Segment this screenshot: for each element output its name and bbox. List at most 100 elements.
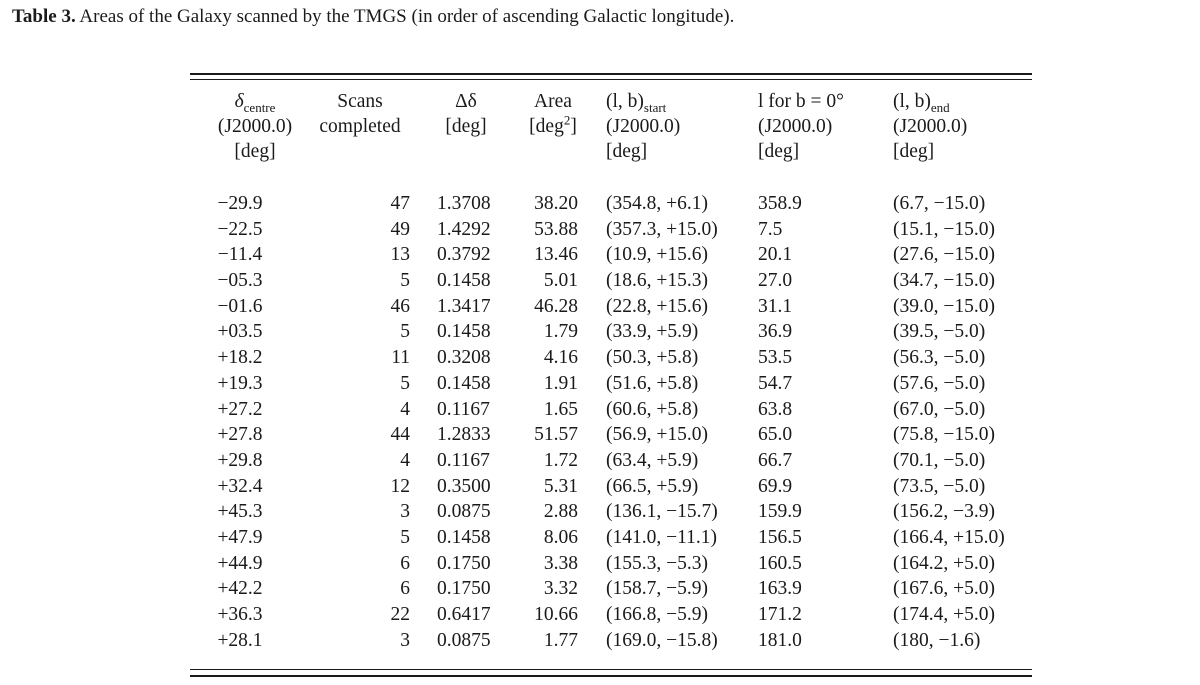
cell-delta-delta: 0.1458	[437, 270, 491, 292]
cell-area: 1.79	[543, 321, 578, 343]
cell-scans: 5	[400, 270, 410, 292]
table-bottom-rule-thin	[190, 669, 1032, 670]
table-row: −29.9 47 1.3708 38.20 (354.8, +6.1) 358.9 (6.7…	[0, 191, 1200, 217]
cell-lb-start: (158.7, −5.9)	[606, 578, 708, 600]
cell-scans: 6	[400, 578, 410, 600]
cell-delta-centre: +32.4	[217, 475, 263, 497]
cell-lb-end: (156.2, −3.9)	[893, 501, 995, 523]
cell-l-b0: 65.0	[758, 424, 793, 446]
cell-l-b0: 160.5	[758, 552, 802, 574]
cell-lb-end: (167.6, +5.0)	[893, 578, 995, 600]
cell-lb-start: (63.4, +5.9)	[606, 449, 699, 471]
cell-l-b0: 69.9	[758, 475, 793, 497]
table-row: −01.6 46 1.3417 46.28 (22.8, +15.6) 31.1 (39.0…	[0, 294, 1200, 320]
table-row: +44.9 6 0.1750 3.38 (155.3, −5.3) 160.5 (164.2…	[0, 551, 1200, 577]
cell-delta-delta: 0.3208	[437, 347, 491, 369]
table-body: −29.9 47 1.3708 38.20 (354.8, +6.1) 358.9 (6.7…	[0, 191, 1200, 653]
cell-lb-start: (22.8, +15.6)	[606, 295, 708, 317]
cell-area: 2.88	[543, 501, 578, 523]
cell-l-b0: 156.5	[758, 526, 802, 548]
cell-scans: 5	[400, 321, 410, 343]
cell-delta-delta: 1.4292	[437, 218, 491, 240]
cell-lb-end: (73.5, −5.0)	[893, 475, 986, 497]
table-row: +18.2 11 0.3208 4.16 (50.3, +5.8) 53.5 (56.3, …	[0, 345, 1200, 371]
table-bottom-rule	[190, 675, 1032, 677]
cell-l-b0: 31.1	[758, 295, 793, 317]
cell-lb-end: (164.2, +5.0)	[893, 552, 995, 574]
cell-area: 5.31	[543, 475, 578, 497]
cell-delta-delta: 0.3792	[437, 244, 491, 266]
cell-delta-delta: 1.3417	[437, 295, 491, 317]
cell-l-b0: 181.0	[758, 629, 802, 651]
cell-lb-end: (15.1, −15.0)	[893, 218, 995, 240]
table-caption-text: Areas of the Galaxy scanned by the TMGS …	[79, 6, 735, 27]
cell-lb-end: (27.6, −15.0)	[893, 244, 995, 266]
cell-lb-start: (56.9, +15.0)	[606, 424, 708, 446]
cell-l-b0: 358.9	[758, 193, 802, 214]
cell-lb-start: (33.9, +5.9)	[606, 321, 699, 343]
cell-scans: 47	[390, 193, 411, 214]
table-row: +19.3 5 0.1458 1.91 (51.6, +5.8) 54.7 (57.6, −…	[0, 371, 1200, 397]
cell-delta-centre: +27.8	[217, 424, 263, 446]
cell-lb-start: (354.8, +6.1)	[606, 193, 708, 214]
cell-l-b0: 20.1	[758, 244, 793, 266]
cell-delta-delta: 0.0875	[437, 629, 491, 651]
cell-lb-start: (155.3, −5.3)	[606, 552, 708, 574]
cell-area: 5.01	[543, 270, 578, 292]
cell-delta-delta: 0.3500	[437, 475, 491, 497]
cell-lb-end: (57.6, −5.0)	[893, 372, 986, 394]
cell-scans: 6	[400, 552, 410, 574]
cell-lb-start: (166.8, −5.9)	[606, 604, 708, 625]
cell-delta-centre: +36.3	[217, 604, 263, 625]
cell-delta-centre: +27.2	[217, 398, 263, 420]
header-l-for-b0: l for b = 0° (J2000.0) [deg]	[758, 91, 844, 162]
cell-delta-delta: 0.1458	[437, 526, 491, 548]
table-caption: Table 3. Areas of the Galaxy scanned by …	[12, 6, 734, 28]
table-row: +27.8 44 1.2833 51.57 (56.9, +15.0) 65.0 (75.8…	[0, 422, 1200, 448]
cell-scans: 12	[390, 475, 411, 497]
cell-delta-delta: 1.2833	[437, 424, 491, 446]
cell-lb-end: (56.3, −5.0)	[893, 347, 986, 369]
cell-delta-delta: 0.1167	[437, 398, 490, 420]
cell-lb-start: (51.6, +5.8)	[606, 372, 699, 394]
cell-delta-centre: +29.8	[217, 449, 263, 471]
cell-l-b0: 27.0	[758, 270, 793, 292]
cell-area: 4.16	[543, 347, 578, 369]
table-row: +36.3 22 0.6417 10.66 (166.8, −5.9) 171.2 (174…	[0, 602, 1200, 628]
cell-area: 13.46	[534, 244, 578, 266]
cell-lb-start: (136.1, −15.7)	[606, 501, 718, 523]
cell-area: 1.72	[543, 449, 578, 471]
cell-delta-centre: +18.2	[217, 347, 263, 369]
cell-lb-end: (70.1, −5.0)	[893, 449, 986, 471]
cell-lb-start: (66.5, +5.9)	[606, 475, 699, 497]
cell-scans: 5	[400, 372, 410, 394]
cell-lb-start: (18.6, +15.3)	[606, 270, 708, 292]
header-lb-start: (l, b)start (J2000.0) [deg]	[606, 91, 681, 162]
cell-lb-end: (67.0, −5.0)	[893, 398, 986, 420]
cell-lb-start: (50.3, +5.8)	[606, 347, 699, 369]
cell-lb-end: (39.0, −15.0)	[893, 295, 995, 317]
table-label: Table 3.	[12, 6, 76, 27]
header-delta-centre: δcentre (J2000.0) [deg]	[217, 91, 293, 162]
table-row: −11.4 13 0.3792 13.46 (10.9, +15.6) 20.1 (27.6…	[0, 242, 1200, 268]
header-area: Area [deg2]	[529, 91, 577, 137]
cell-delta-delta: 0.1750	[437, 552, 491, 574]
cell-delta-delta: 1.3708	[437, 193, 491, 214]
table-row: +42.2 6 0.1750 3.32 (158.7, −5.9) 163.9 (167.6…	[0, 576, 1200, 602]
cell-l-b0: 66.7	[758, 449, 793, 471]
cell-delta-centre: −11.4	[217, 244, 263, 266]
cell-delta-centre: −05.3	[217, 270, 263, 292]
table-row: +29.8 4 0.1167 1.72 (63.4, +5.9) 66.7 (70.1, −…	[0, 448, 1200, 474]
cell-delta-centre: +45.3	[217, 501, 263, 523]
header-lb-end: (l, b)end (J2000.0) [deg]	[893, 91, 968, 162]
cell-delta-delta: 0.6417	[437, 604, 491, 625]
cell-scans: 49	[390, 218, 411, 240]
cell-delta-centre: +28.1	[217, 629, 263, 651]
cell-lb-end: (6.7, −15.0)	[893, 193, 986, 214]
cell-l-b0: 63.8	[758, 398, 793, 420]
table-top-rule	[190, 73, 1032, 75]
cell-delta-centre: −22.5	[217, 218, 263, 240]
cell-delta-delta: 0.1167	[437, 449, 490, 471]
cell-lb-start: (10.9, +15.6)	[606, 244, 708, 266]
cell-l-b0: 171.2	[758, 604, 802, 625]
